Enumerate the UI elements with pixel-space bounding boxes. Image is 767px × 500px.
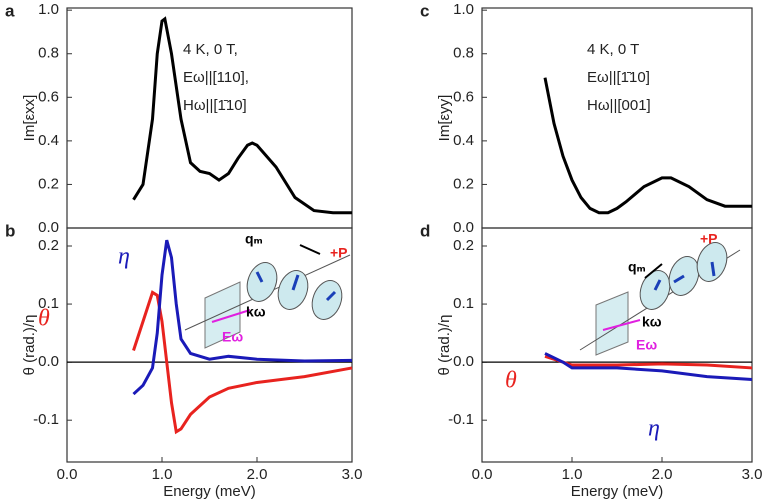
inset-label: +P	[700, 231, 718, 247]
y-tick-label: -0.1	[33, 411, 59, 428]
data-line	[132, 290, 353, 435]
x-tick-label: 2.0	[652, 466, 673, 483]
y-tick-label: 1.0	[38, 1, 59, 18]
x-tick-label: 1.0	[152, 466, 173, 483]
y-axis-label: θ (rad.)/η	[21, 315, 38, 376]
annotation: 4 K, 0 T,	[183, 41, 238, 58]
series-label: θ	[38, 306, 50, 332]
panel-label: c	[420, 1, 429, 20]
x-tick-label: 0.0	[472, 466, 493, 483]
y-tick-label: 0.6	[453, 88, 474, 105]
x-tick-label: 1.0	[562, 466, 583, 483]
y-axis-label: Im[εyy]	[436, 95, 453, 142]
y-axis-label: Im[εxx]	[21, 95, 38, 142]
y-tick-label: 0.2	[453, 175, 474, 192]
panel-label: d	[420, 221, 430, 240]
y-tick-label: 0.2	[38, 175, 59, 192]
x-axis-label: Energy (meV)	[163, 483, 256, 500]
series-label: η	[648, 416, 660, 442]
inset-label: qₘ	[628, 259, 646, 275]
y-tick-label: 0.0	[453, 219, 474, 236]
y-tick-label: 0.0	[38, 219, 59, 236]
data-line	[543, 77, 752, 215]
y-tick-label: 0.0	[453, 353, 474, 370]
x-tick-label: 2.0	[247, 466, 268, 483]
annotation: Hω||[001]	[587, 97, 651, 114]
data-line	[544, 352, 753, 382]
plot-frame	[66, 227, 353, 463]
x-tick-label: 3.0	[742, 466, 763, 483]
inset-label: qₘ	[245, 231, 263, 247]
y-tick-label: -0.1	[448, 411, 474, 428]
x-tick-label: 3.0	[342, 466, 363, 483]
panel-label: a	[5, 1, 15, 20]
inset-label: +P	[330, 245, 348, 261]
series-label: θ	[505, 368, 517, 394]
plot-frame	[481, 227, 753, 463]
inset-label: Eω	[222, 329, 243, 345]
annotation: Eω||[110],	[183, 69, 249, 86]
y-tick-label: 0.1	[38, 295, 59, 312]
annotation: Eω||[1̄10]	[587, 69, 650, 86]
inset-label: kω	[642, 314, 662, 330]
y-tick-label: 0.2	[453, 237, 474, 254]
y-tick-label: 0.1	[453, 295, 474, 312]
inset-label: Eω	[636, 337, 657, 353]
y-axis-label: θ (rad.)/η	[436, 315, 453, 376]
data-line	[132, 16, 352, 215]
y-tick-label: 0.8	[38, 45, 59, 62]
inset-d	[579, 242, 741, 356]
x-tick-label: 0.0	[57, 466, 78, 483]
y-tick-label: 0.8	[453, 45, 474, 62]
y-tick-label: 0.4	[453, 132, 474, 149]
y-tick-label: 0.2	[38, 237, 59, 254]
annotation: Hω||[1̄10]	[183, 97, 247, 114]
inset-b	[184, 244, 351, 349]
data-line	[132, 239, 353, 396]
annotation: 4 K, 0 T	[587, 41, 639, 58]
series-label: η	[118, 244, 130, 270]
y-tick-label: 0.6	[38, 88, 59, 105]
y-tick-label: 1.0	[453, 1, 474, 18]
y-tick-label: 0.0	[38, 353, 59, 370]
y-tick-label: 0.4	[38, 132, 59, 149]
panel-label: b	[5, 221, 15, 240]
inset-label: kω	[246, 304, 266, 320]
x-axis-label: Energy (meV)	[571, 483, 664, 500]
